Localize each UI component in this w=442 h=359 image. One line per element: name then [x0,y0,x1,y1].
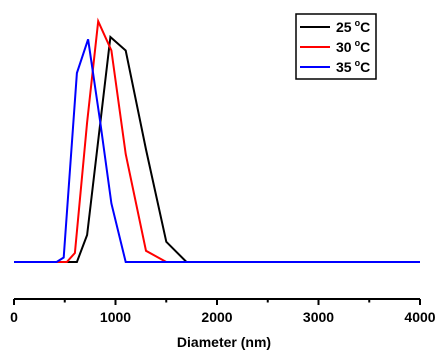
x-tick-label: 4000 [404,309,435,325]
x-tick-label: 0 [10,309,18,325]
legend-label-value: 25 [336,19,352,35]
series-layer [14,17,420,263]
legend-label-value: 35 [336,59,352,75]
legend-degree-symbol: o [355,18,361,28]
legend-label-2: 35 oC [336,58,370,75]
legend-unit: C [360,59,370,75]
legend-label-1: 30 oC [336,38,370,55]
x-axis: 0 1000 2000 3000 4000 [10,298,436,325]
series-line-0 [14,34,420,263]
x-tick-label: 3000 [303,309,334,325]
x-tick-label: 2000 [201,309,232,325]
x-axis-label: Diameter (nm) [177,334,271,350]
legend-degree-symbol: o [355,58,361,68]
legend-label-value: 30 [336,39,352,55]
x-tick-label: 1000 [100,309,131,325]
legend-degree-symbol: o [355,38,361,48]
legend-label-0: 25 oC [336,18,370,35]
series-line-1 [14,17,420,263]
series-line-2 [14,38,420,263]
legend-unit: C [360,19,370,35]
legend-unit: C [360,39,370,55]
